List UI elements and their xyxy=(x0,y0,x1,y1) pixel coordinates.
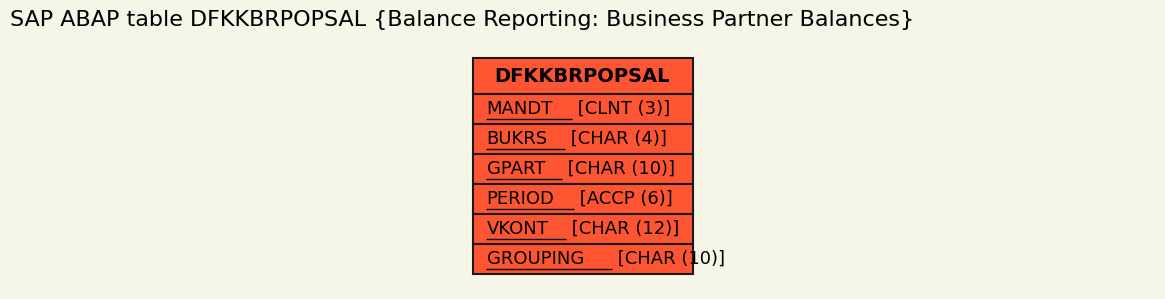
Bar xyxy=(473,124,692,154)
Text: [ACCP (6)]: [ACCP (6)] xyxy=(574,190,673,208)
Text: GROUPING: GROUPING xyxy=(487,250,584,268)
Bar xyxy=(473,214,692,244)
Text: [CLNT (3)]: [CLNT (3)] xyxy=(572,100,670,118)
Text: GPART: GPART xyxy=(487,160,545,178)
Text: PERIOD: PERIOD xyxy=(487,190,555,208)
Bar xyxy=(473,184,692,214)
Text: VKONT: VKONT xyxy=(487,220,549,238)
Bar xyxy=(473,244,692,274)
Text: [CHAR (10)]: [CHAR (10)] xyxy=(612,250,725,268)
Bar xyxy=(473,58,692,94)
Text: [CHAR (12)]: [CHAR (12)] xyxy=(566,220,679,238)
Bar xyxy=(473,94,692,124)
Text: MANDT: MANDT xyxy=(487,100,553,118)
Text: DFKKBRPOPSAL: DFKKBRPOPSAL xyxy=(495,66,670,86)
Bar xyxy=(473,154,692,184)
Text: [CHAR (10)]: [CHAR (10)] xyxy=(562,160,675,178)
Text: BUKRS: BUKRS xyxy=(487,130,548,148)
Text: SAP ABAP table DFKKBRPOPSAL {Balance Reporting: Business Partner Balances}: SAP ABAP table DFKKBRPOPSAL {Balance Rep… xyxy=(10,10,915,30)
Text: [CHAR (4)]: [CHAR (4)] xyxy=(565,130,668,148)
